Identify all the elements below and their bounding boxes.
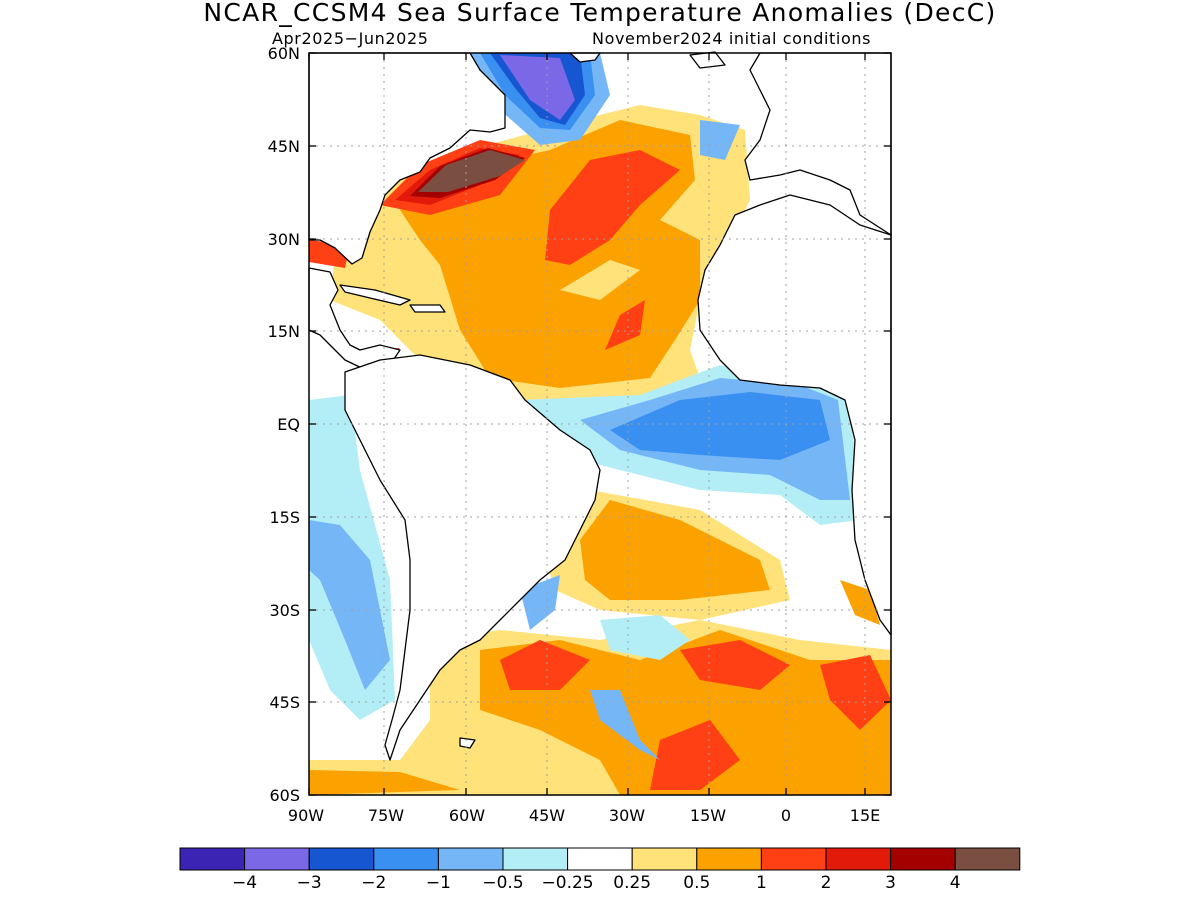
colorbar-label: 3 <box>885 873 896 893</box>
north-america <box>308 52 506 265</box>
anomaly-field <box>309 53 891 795</box>
colorbar-swatch <box>179 847 246 871</box>
cold-region-pacific-edge-2 <box>309 520 390 690</box>
lon-label: 15E <box>850 806 880 825</box>
hispaniola <box>409 304 446 313</box>
colorbar-swatch <box>825 847 892 871</box>
lon-label: 0 <box>781 806 791 825</box>
lon-label: 75W <box>368 806 404 825</box>
colorbar-swatch <box>373 847 439 871</box>
warm-region-southern-ocean-hot-2 <box>680 640 790 690</box>
europe <box>744 52 892 236</box>
warm-region-gulf-stream-max <box>418 150 525 192</box>
colorbar-swatch <box>890 847 956 871</box>
colorbar-label: −3 <box>297 873 322 893</box>
warm-region-mid-atlantic <box>545 150 680 265</box>
south-america <box>344 354 601 761</box>
africa <box>697 194 892 636</box>
colorbar-labels: −4 −3 −2 −1 −0.5 −0.25 0.25 0.5 1 2 3 4 <box>232 873 961 893</box>
warm-region-tropical-band <box>605 300 645 350</box>
colorbar-swatch <box>502 847 569 871</box>
lat-label: 60S <box>269 786 300 805</box>
colorbar-swatch <box>308 847 375 871</box>
colorbar-label: −2 <box>361 873 386 893</box>
lon-label: 60W <box>449 806 485 825</box>
warm-region-southern-ocean-hot-1 <box>500 640 590 690</box>
cool-spot-mid-atlantic <box>560 260 640 300</box>
lat-label: EQ <box>277 415 300 434</box>
initial-conditions: November2024 initial conditions <box>592 29 872 48</box>
colorbar-swatch <box>760 847 827 871</box>
land <box>308 51 892 761</box>
lat-label: 60N <box>268 44 300 63</box>
lat-label: 45S <box>269 693 300 712</box>
cold-region-south-patch-2 <box>600 615 690 660</box>
cuba <box>339 284 411 306</box>
falklands <box>459 737 476 749</box>
colorbar-swatch <box>567 847 633 871</box>
lat-label: 30S <box>269 601 300 620</box>
lat-label: 15N <box>268 322 300 341</box>
colorbar-label: 0.25 <box>613 873 651 893</box>
warm-region-southern-ocean <box>480 630 891 795</box>
lat-label: 15S <box>269 508 300 527</box>
axis-ticks <box>308 52 891 796</box>
central-america <box>308 267 401 373</box>
forecast-period: Apr2025−Jun2025 <box>272 29 429 48</box>
latitude-labels: 60N 45N 30N 15N EQ 15S 30S 45S 60S <box>268 44 300 805</box>
lon-label: 15W <box>690 806 726 825</box>
colorbar-label: −1 <box>426 873 451 893</box>
warm-region-southern-ocean-hot-3 <box>820 655 891 730</box>
colorbar-label: 2 <box>821 873 832 893</box>
colorbar-label: 4 <box>950 873 961 893</box>
colorbar-swatch <box>244 847 310 871</box>
lat-label: 45N <box>268 137 300 156</box>
warm-region-southern-ocean-hot-4 <box>650 720 740 790</box>
cold-region-equatorial-core <box>610 392 830 460</box>
colorbar-label: −0.5 <box>482 873 523 893</box>
colorbar-swatch <box>696 847 762 871</box>
colorbar-label: 1 <box>756 873 767 893</box>
graticule <box>309 53 891 795</box>
lat-label: 30N <box>268 230 300 249</box>
cold-region-south-patches <box>590 690 660 760</box>
colorbar-swatch <box>631 847 698 871</box>
colorbar-swatch <box>437 847 504 871</box>
colorbar-label: −0.25 <box>542 873 594 893</box>
cold-region-labrador-sea-4 <box>500 55 575 120</box>
warm-region-south-atlantic <box>580 500 770 600</box>
lon-label: 45W <box>529 806 565 825</box>
colorbar-label: 0.5 <box>683 873 710 893</box>
cold-region-east-atlantic-north <box>700 120 740 160</box>
map-title: NCAR_CCSM4 Sea Surface Temperature Anoma… <box>203 0 997 27</box>
lon-label: 30W <box>609 806 645 825</box>
lon-label: 90W <box>288 806 324 825</box>
longitude-labels: 90W 75W 60W 45W 30W 15W 0 15E <box>288 806 880 825</box>
colorbar-label: −4 <box>232 873 257 893</box>
colorbar <box>179 847 1021 871</box>
colorbar-swatch <box>954 847 1021 871</box>
